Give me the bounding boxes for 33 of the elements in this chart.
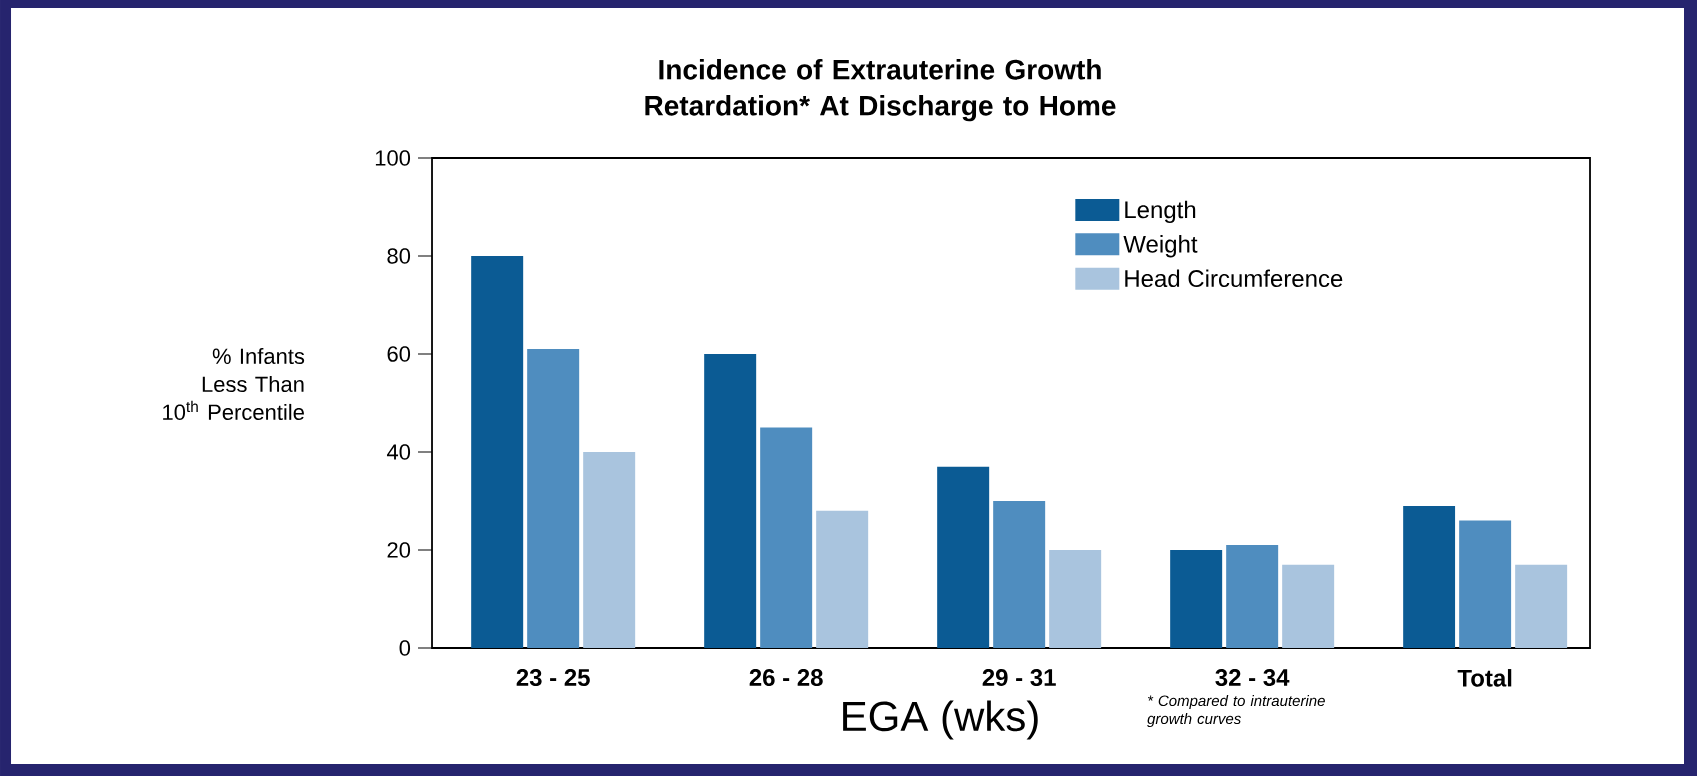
chart-title: Incidence of Extrauterine Growth Retardation* At Discharge to Home	[645, 59, 1116, 122]
bar	[527, 349, 580, 648]
bar	[1403, 505, 1456, 648]
bar	[1282, 564, 1335, 648]
bar	[1049, 549, 1102, 648]
bar	[993, 500, 1046, 648]
text: * Compared to intrauterine growth curves	[1147, 695, 1325, 728]
bar	[583, 451, 636, 648]
legend-label: Head Circumference	[1125, 269, 1343, 288]
bar	[471, 255, 524, 648]
y-tick-label: 40	[386, 444, 411, 460]
bar	[1459, 520, 1512, 648]
y-tick-label: 20	[387, 542, 411, 558]
y-tick-label: 80	[387, 248, 411, 264]
y-tick-label: 0	[399, 640, 411, 656]
bar	[760, 427, 813, 648]
y-tick-label: 60	[387, 346, 411, 362]
y-tick-label: 100	[375, 150, 411, 166]
x-tick-label: 29 - 31	[982, 669, 1056, 687]
legend-label: Weight	[1123, 235, 1198, 258]
bar	[1170, 549, 1223, 648]
y-axis-title: % Infants Less Than 10$^{th}$ Percentile	[163, 347, 305, 421]
x-tick-label: 23 - 25	[516, 669, 590, 687]
bar	[816, 510, 869, 648]
x-tick-label: 26 - 28	[749, 669, 823, 687]
bar	[1226, 545, 1279, 648]
bar	[704, 353, 757, 648]
x-tick-label: Total	[1457, 669, 1512, 687]
bar	[1515, 564, 1568, 648]
bar	[937, 466, 990, 648]
legend-label: Length	[1125, 200, 1196, 224]
x-tick-label: 32 - 34	[1215, 669, 1290, 687]
x-axis-title: EGA (wks)	[843, 700, 1038, 740]
